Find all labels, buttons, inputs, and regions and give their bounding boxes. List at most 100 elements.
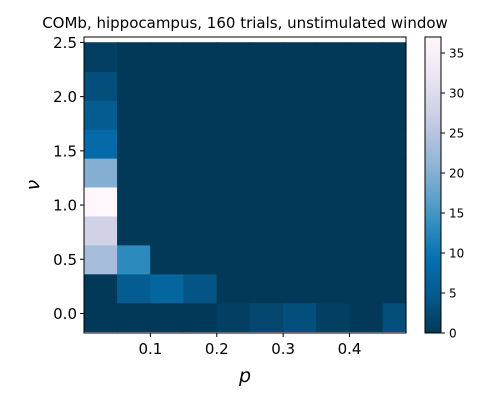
heatmap-cell bbox=[117, 244, 151, 275]
heatmap-cell bbox=[316, 244, 351, 275]
heatmap-cell bbox=[316, 129, 351, 159]
heatmap-cell bbox=[283, 42, 317, 72]
heatmap-cell bbox=[283, 186, 317, 217]
heatmap-cells bbox=[83, 42, 407, 333]
colorbar-tick-label: 0 bbox=[449, 327, 457, 341]
heatmap-cell bbox=[249, 244, 284, 275]
heatmap-cell bbox=[150, 100, 185, 130]
heatmap-cell bbox=[283, 244, 317, 275]
heatmap-cell bbox=[283, 100, 317, 130]
heatmap-cell bbox=[249, 129, 284, 159]
heatmap-cell bbox=[283, 71, 317, 101]
heatmap-cell bbox=[183, 273, 218, 304]
heatmap-cell bbox=[382, 302, 407, 333]
heatmap-cell bbox=[216, 100, 251, 130]
heatmap-cell bbox=[349, 215, 384, 246]
heatmap-cell bbox=[117, 215, 151, 246]
heatmap-cell bbox=[117, 100, 151, 130]
heatmap-cell bbox=[83, 302, 118, 333]
heatmap-cell bbox=[150, 244, 185, 275]
heatmap-cell bbox=[249, 273, 284, 304]
heatmap-cell bbox=[283, 129, 317, 159]
x-tick-label: 0.4 bbox=[338, 340, 362, 358]
y-tick-label: 1.0 bbox=[53, 197, 77, 215]
x-axis-label: p bbox=[238, 365, 251, 387]
heatmap-cell bbox=[283, 302, 317, 333]
heatmap-cell bbox=[382, 273, 407, 304]
heatmap-cell bbox=[249, 71, 284, 101]
heatmap-cell bbox=[216, 186, 251, 217]
heatmap-cell bbox=[382, 215, 407, 246]
heatmap-cell bbox=[150, 129, 185, 159]
heatmap-cell bbox=[382, 186, 407, 217]
heatmap-cell bbox=[216, 302, 251, 333]
heatmap-cell bbox=[349, 157, 384, 188]
colorbar-tick-label: 10 bbox=[449, 247, 464, 261]
heatmap-cell bbox=[316, 273, 351, 304]
heatmap-cell bbox=[382, 71, 407, 101]
y-tick-label: 0.0 bbox=[53, 305, 77, 323]
heatmap-cell bbox=[83, 100, 118, 130]
y-tick-label: 1.5 bbox=[53, 142, 77, 160]
heatmap-cell bbox=[249, 42, 284, 72]
heatmap-cell bbox=[183, 42, 218, 72]
chart-title: COMb, hippocampus, 160 trials, unstimula… bbox=[42, 14, 448, 32]
heatmap-cell bbox=[316, 186, 351, 217]
heatmap-cell bbox=[83, 273, 118, 304]
heatmap-cell bbox=[216, 273, 251, 304]
y-axis-label: ν bbox=[22, 179, 44, 190]
x-axis-ticks: 0.1 0.2 0.3 0.4 bbox=[138, 333, 361, 358]
heatmap-cell bbox=[216, 244, 251, 275]
heatmap-cell bbox=[117, 186, 151, 217]
heatmap-cell bbox=[316, 42, 351, 72]
heatmap-cell bbox=[183, 244, 218, 275]
heatmap-cell bbox=[349, 42, 384, 72]
heatmap-cell bbox=[382, 157, 407, 188]
heatmap-cell bbox=[216, 129, 251, 159]
heatmap-cell bbox=[316, 100, 351, 130]
heatmap-cell bbox=[349, 129, 384, 159]
colorbar-tick-label: 5 bbox=[449, 287, 457, 301]
heatmap-cell bbox=[183, 129, 218, 159]
heatmap-cell bbox=[117, 273, 151, 304]
colorbar-tick-label: 20 bbox=[449, 167, 464, 181]
heatmap-cell bbox=[316, 71, 351, 101]
heatmap-cell bbox=[249, 157, 284, 188]
plot-frame bbox=[83, 36, 407, 334]
heatmap-cell bbox=[349, 71, 384, 101]
heatmap-cell bbox=[150, 42, 185, 72]
heatmap-cell bbox=[150, 157, 185, 188]
heatmap-cell bbox=[117, 71, 151, 101]
heatmap-cell bbox=[216, 157, 251, 188]
colorbar-tick-label: 15 bbox=[449, 207, 464, 221]
heatmap-cell bbox=[150, 71, 185, 101]
y-tick-label: 2.0 bbox=[53, 88, 77, 106]
heatmap-cell bbox=[216, 215, 251, 246]
heatmap-cell bbox=[117, 129, 151, 159]
heatmap-cell bbox=[349, 273, 384, 304]
heatmap-cell bbox=[382, 129, 407, 159]
heatmap-cell bbox=[349, 244, 384, 275]
heatmap-cell bbox=[349, 302, 384, 333]
y-tick-label: 0.5 bbox=[53, 251, 77, 269]
heatmap-cell bbox=[382, 100, 407, 130]
heatmap-cell bbox=[183, 157, 218, 188]
heatmap-cell bbox=[150, 302, 185, 333]
heatmap-cell bbox=[83, 244, 118, 275]
colorbar-tick-label: 25 bbox=[449, 127, 464, 141]
heatmap-cell bbox=[349, 100, 384, 130]
heatmap-cell bbox=[183, 215, 218, 246]
heatmap-cell bbox=[382, 42, 407, 72]
heatmap-cell bbox=[83, 129, 118, 159]
heatmap-cell bbox=[249, 215, 284, 246]
heatmap-cell bbox=[316, 157, 351, 188]
heatmap-cell bbox=[382, 244, 407, 275]
heatmap-cell bbox=[83, 42, 118, 72]
heatmap-cell bbox=[283, 273, 317, 304]
x-tick-label: 0.1 bbox=[138, 340, 162, 358]
heatmap-cell bbox=[316, 215, 351, 246]
x-tick-label: 0.3 bbox=[271, 340, 295, 358]
colorbar-tick-label: 35 bbox=[449, 47, 464, 61]
y-tick-label: 2.5 bbox=[53, 34, 77, 52]
